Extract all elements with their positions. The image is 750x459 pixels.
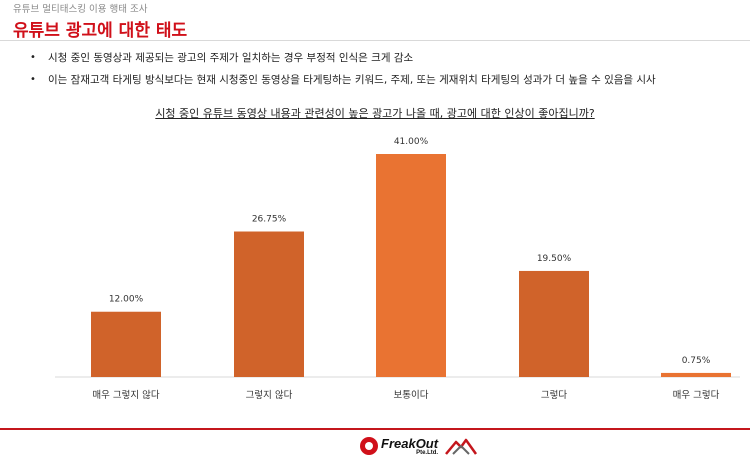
- logo-name: FreakOut: [381, 435, 439, 451]
- bullet-list: 시청 중인 동영상과 제공되는 광고의 주제가 일치하는 경우 부정적 인식은 …: [30, 47, 656, 91]
- bullet-item: 이는 잠재고객 타게팅 방식보다는 현재 시청중인 동영상을 타게팅하는 키워드…: [30, 69, 656, 91]
- data-label-1: 12.00%: [109, 295, 144, 305]
- freakout-logo-mark-icon: [360, 437, 378, 455]
- bar-5: [661, 372, 731, 377]
- bar-2: [234, 231, 304, 377]
- house-logo-icon: [445, 438, 478, 455]
- page-supertitle: 유튜브 멀티태스킹 이용 행태 조사: [13, 4, 148, 15]
- data-label-5: 0.75%: [682, 356, 711, 366]
- bullet-item: 시청 중인 동영상과 제공되는 광고의 주제가 일치하는 경우 부정적 인식은 …: [30, 47, 656, 69]
- freakout-logo: FreakOut Pte.Ltd.: [360, 435, 478, 457]
- logo-sub: Pte.Ltd.: [416, 449, 439, 456]
- bar-3: [376, 154, 446, 377]
- header-divider: [0, 40, 750, 41]
- footer-divider: [0, 428, 750, 430]
- category-label-4: 그렇다: [541, 390, 567, 401]
- page-title: 유튜브 광고에 대한 태도: [13, 21, 188, 41]
- category-label-2: 그렇지 않다: [246, 390, 293, 401]
- bar-1: [91, 311, 161, 377]
- category-label-5: 매우 그렇다: [673, 390, 720, 401]
- data-label-3: 41.00%: [394, 137, 429, 147]
- category-label-3: 보통이다: [394, 390, 429, 401]
- data-label-4: 19.50%: [537, 254, 572, 264]
- chart-title: 시청 중인 유튜브 동영상 내용과 관련성이 높은 광고가 나올 때, 광고에 …: [155, 107, 595, 120]
- category-label-1: 매우 그렇지 않다: [92, 390, 159, 401]
- data-label-2: 26.75%: [252, 215, 287, 225]
- bar-4: [519, 270, 589, 377]
